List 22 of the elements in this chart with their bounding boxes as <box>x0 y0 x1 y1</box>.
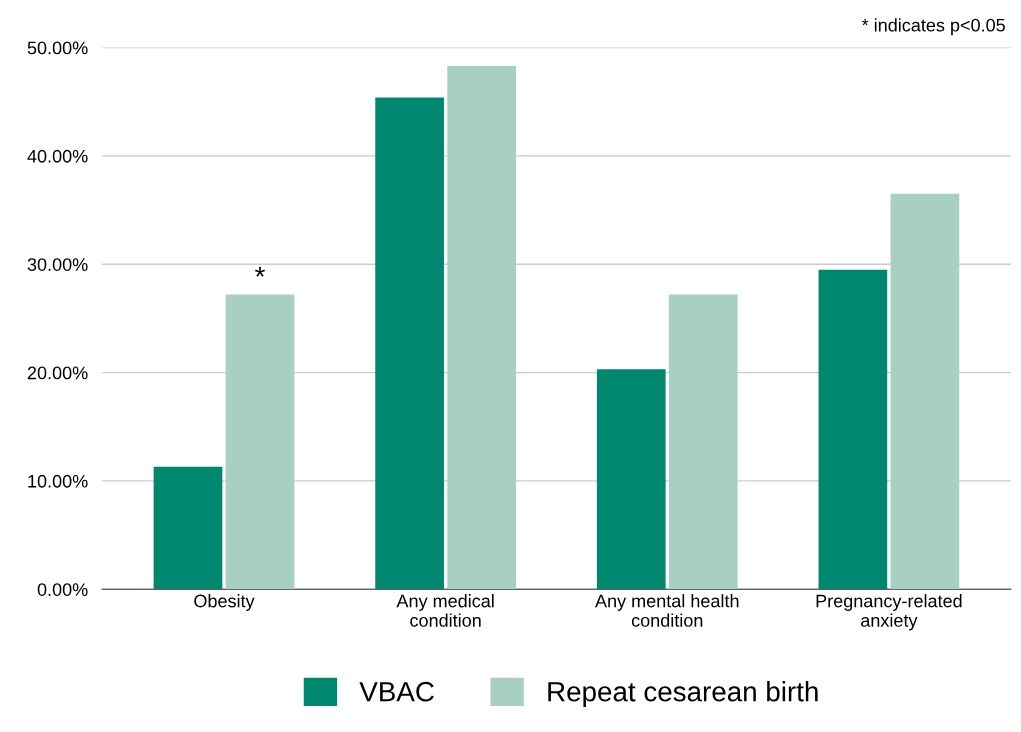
bar <box>596 369 666 590</box>
bar <box>153 466 223 590</box>
x-tick-label: Obesity <box>194 594 255 611</box>
bar <box>225 294 295 590</box>
legend-label: Repeat cesarean birth <box>548 681 818 707</box>
x-tick-label: Any medical condition <box>396 594 494 627</box>
y-tick-label: 0.00% <box>37 583 88 596</box>
x-tick-label: Any mental health condition <box>595 594 739 627</box>
bar <box>447 66 516 590</box>
bar <box>375 97 444 590</box>
x-tick-label: Pregnancy-related anxiety <box>816 594 962 631</box>
text: * indicates p<0.05 <box>861 18 1005 36</box>
y-tick-label: 20.00% <box>27 366 88 380</box>
y-tick-label: 30.00% <box>27 258 88 271</box>
legend-label: VBAC <box>359 681 434 702</box>
annotation: * <box>255 266 265 277</box>
bar <box>890 193 960 590</box>
y-tick-label: 10.00% <box>28 474 88 488</box>
y-tick-label: 50.00% <box>27 41 88 55</box>
y-tick-label: 40.00% <box>27 149 88 163</box>
bar <box>818 269 888 590</box>
bar <box>668 294 738 590</box>
